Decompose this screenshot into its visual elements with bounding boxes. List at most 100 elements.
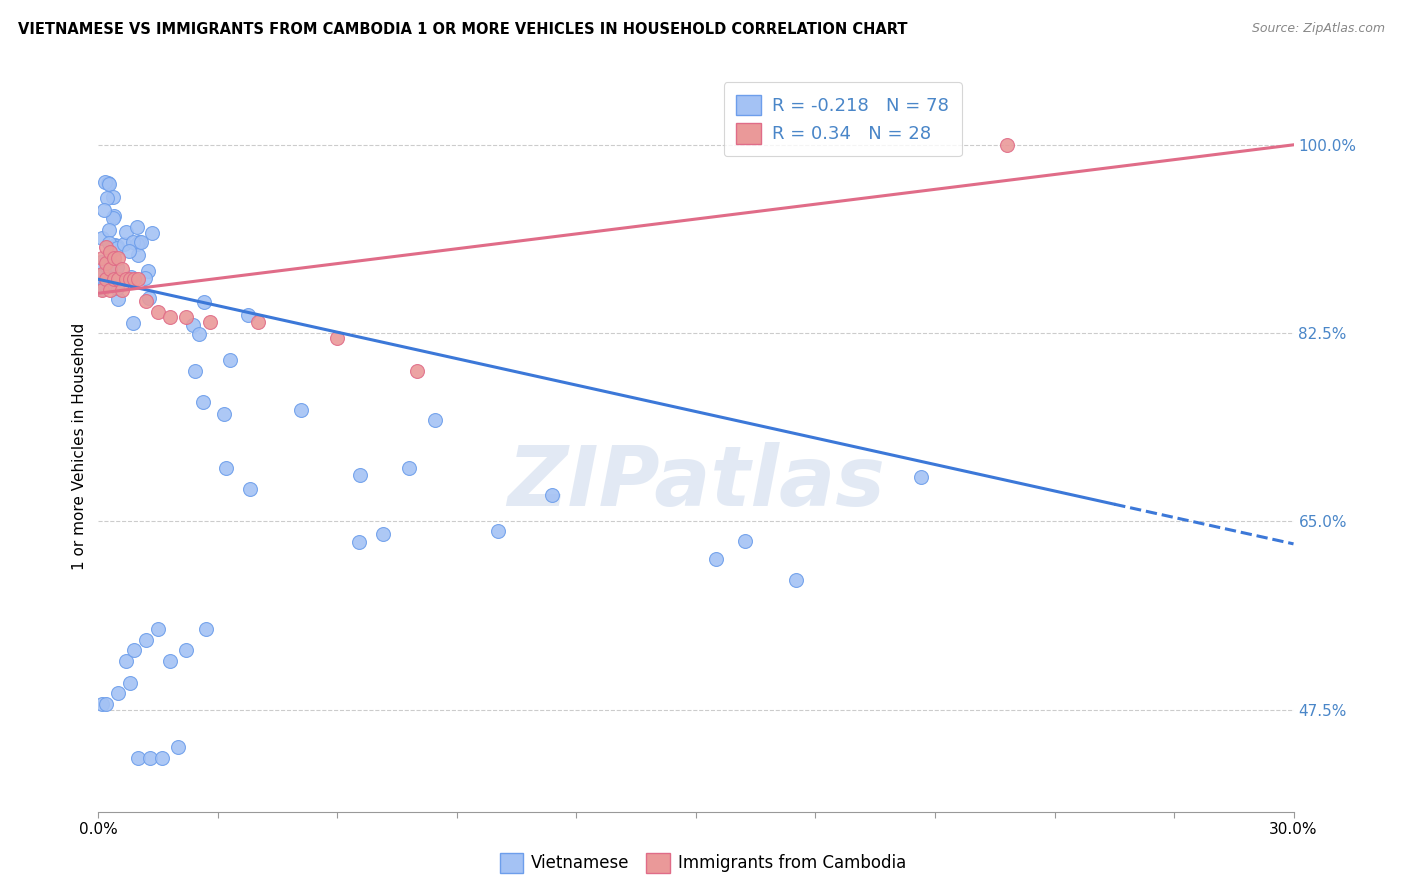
Point: [193, 295, 215, 310]
Point: [90, 268, 112, 283]
Point: [785, 574, 807, 588]
Point: [127, 751, 149, 765]
Point: [174, 643, 197, 657]
Point: [910, 470, 932, 484]
Point: [349, 468, 371, 483]
Point: [107, 251, 129, 265]
Point: [174, 310, 197, 324]
Point: [120, 675, 142, 690]
Point: [127, 248, 149, 262]
Point: [125, 237, 148, 252]
Point: [150, 751, 173, 765]
Point: [96, 697, 118, 711]
Point: [541, 488, 564, 502]
Point: [138, 291, 160, 305]
Point: [103, 209, 125, 223]
Point: [122, 235, 145, 249]
Point: [105, 241, 128, 255]
Point: [98, 261, 122, 276]
Point: [101, 189, 124, 203]
Point: [96, 272, 118, 286]
Point: [195, 622, 218, 636]
Point: [100, 257, 122, 271]
Point: [118, 244, 141, 258]
Point: [94, 175, 117, 189]
Point: [91, 267, 114, 281]
Text: Source: ZipAtlas.com: Source: ZipAtlas.com: [1251, 22, 1385, 36]
Text: ZIPatlas: ZIPatlas: [508, 442, 884, 523]
Point: [128, 235, 150, 249]
Point: [91, 697, 114, 711]
Point: [734, 534, 756, 549]
Point: [96, 240, 118, 254]
Point: [326, 331, 349, 345]
Point: [193, 395, 215, 409]
Point: [103, 272, 125, 286]
Point: [134, 271, 156, 285]
Point: [218, 353, 240, 368]
Point: [111, 283, 134, 297]
Point: [93, 203, 115, 218]
Point: [105, 281, 128, 295]
Point: [159, 654, 181, 668]
Point: [96, 190, 118, 204]
Point: [704, 552, 727, 566]
Point: [90, 282, 112, 296]
Point: [184, 364, 207, 378]
Y-axis label: 1 or more Vehicles in Household: 1 or more Vehicles in Household: [72, 322, 87, 570]
Point: [135, 632, 157, 647]
Point: [115, 272, 138, 286]
Point: [246, 315, 269, 329]
Point: [96, 256, 118, 270]
Point: [93, 277, 115, 292]
Point: [90, 231, 112, 245]
Point: [103, 211, 125, 225]
Point: [98, 283, 122, 297]
Point: [198, 315, 221, 329]
Point: [148, 622, 170, 636]
Point: [98, 222, 121, 236]
Point: [183, 318, 205, 333]
Point: [290, 403, 312, 417]
Point: [97, 236, 120, 251]
Point: [115, 225, 138, 239]
Point: [90, 255, 112, 269]
Point: [167, 740, 190, 755]
Point: [139, 751, 162, 765]
Point: [423, 413, 446, 427]
Point: [97, 176, 120, 190]
Point: [238, 308, 260, 322]
Point: [107, 686, 129, 700]
Point: [115, 654, 138, 668]
Point: [136, 264, 159, 278]
Point: [91, 283, 114, 297]
Point: [212, 407, 235, 421]
Point: [135, 293, 157, 308]
Legend: R = -0.218   N = 78, R = 0.34   N = 28: R = -0.218 N = 78, R = 0.34 N = 28: [724, 82, 962, 156]
Point: [98, 245, 121, 260]
Point: [112, 237, 135, 252]
Point: [406, 364, 429, 378]
Point: [148, 304, 170, 318]
Point: [94, 260, 117, 274]
Point: [120, 269, 142, 284]
Point: [239, 482, 262, 496]
Point: [124, 272, 146, 286]
Point: [124, 643, 146, 657]
Point: [347, 534, 370, 549]
Point: [127, 219, 149, 234]
Point: [371, 526, 394, 541]
Point: [107, 293, 129, 307]
Point: [188, 327, 211, 342]
Point: [127, 272, 149, 286]
Point: [398, 461, 420, 475]
Point: [107, 260, 129, 275]
Point: [105, 239, 128, 253]
Point: [107, 272, 129, 286]
Point: [98, 260, 121, 274]
Point: [111, 261, 134, 276]
Point: [103, 251, 125, 265]
Point: [91, 251, 114, 265]
Point: [122, 316, 145, 330]
Point: [141, 227, 163, 241]
